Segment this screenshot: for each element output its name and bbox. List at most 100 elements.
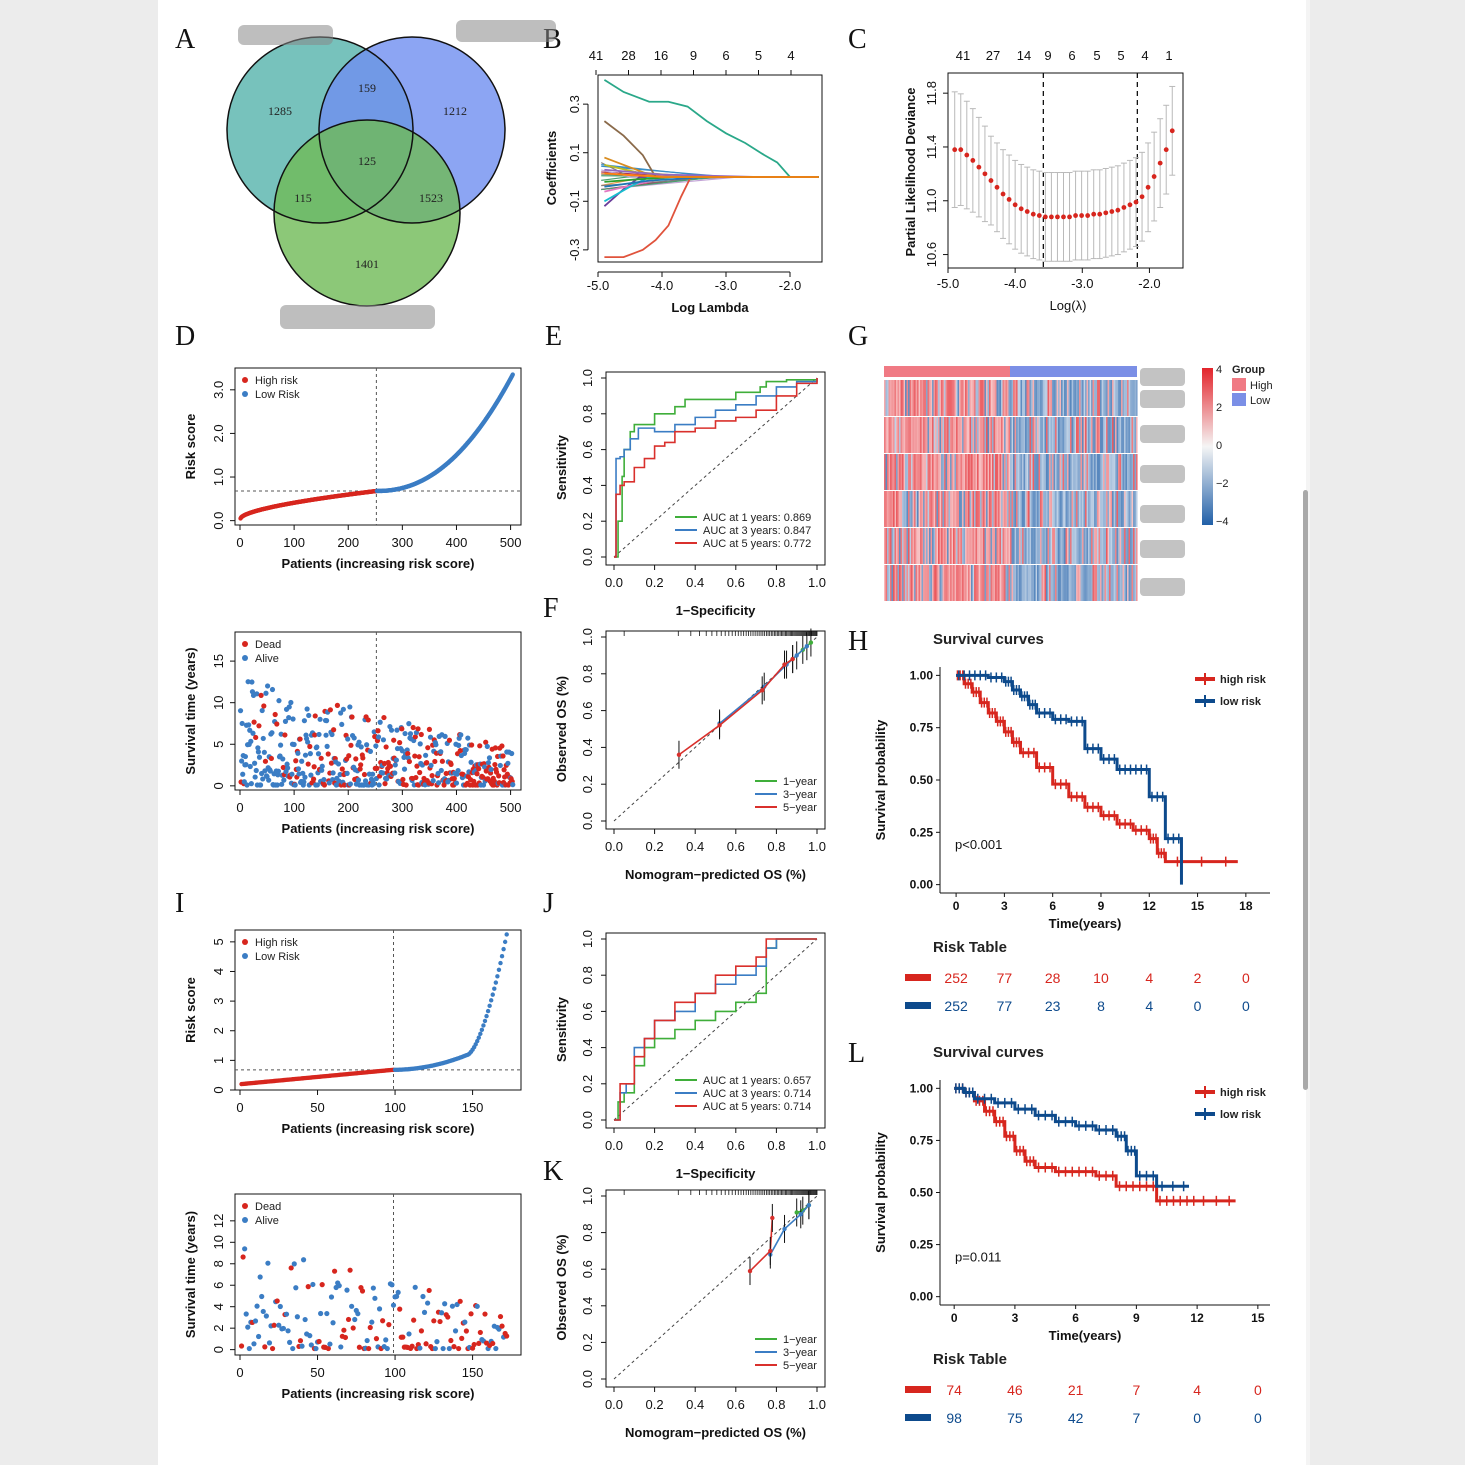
heatmap-cell-column [951,380,954,416]
heatmap-cell-column [1005,565,1008,601]
heatmap-cell-column [1100,565,1102,601]
heatmap-cell-column [1130,565,1132,601]
legend-swatch [242,939,248,945]
heatmap-cell-column [920,417,922,453]
y-tick-label: 0.2 [580,1333,595,1351]
x-axis-title: 1−Specificity [676,1166,757,1181]
heatmap-cell-column [1094,454,1096,490]
heatmap-cell-column [914,565,916,601]
heatmap-cell-column [939,454,942,490]
heatmap-cell-column [1077,454,1080,490]
legend-label: 3−year [783,789,817,801]
cv-point [964,152,970,158]
venn-diagram: 1285 1212 1401 159 115 1523 125 [226,36,506,307]
heatmap-cell-column [896,380,898,416]
heatmap-cell-column [1079,528,1081,564]
heatmap-cell-column [1001,380,1003,416]
x-tick-label: 12 [1190,1311,1204,1325]
patient-point [342,1334,349,1341]
patient-point [324,1310,330,1317]
patient-point [307,743,313,750]
heatmap-cell-column [1017,454,1020,490]
patient-point [454,1301,460,1308]
patient-point [403,782,409,788]
patient-point [318,755,324,761]
heatmap-cell-column [950,417,952,453]
heatmap-cell-column [1059,380,1062,416]
heatmap-cell-column [945,380,948,416]
patient-point [280,764,286,771]
heatmap-cell-column [953,565,955,601]
heatmap-cell-column [1065,454,1068,490]
heatmap-cell-column [930,380,933,416]
risk-table-swatch [905,974,931,981]
heatmap-cell-column [993,380,996,416]
patient-point [389,1282,395,1288]
heatmap-cell-column [906,491,909,527]
risk-table-value: 252 [944,998,968,1014]
heatmap-cell-column [888,565,891,601]
plot-frame [605,371,826,566]
heatmap-cell-column [986,380,988,416]
patient-point [394,1293,400,1300]
heatmap-cell-column [956,491,958,527]
x-tick-label: 0.8 [767,1138,785,1153]
patient-point [356,739,362,745]
heatmap-cell-column [891,528,894,564]
x-tick-label: 1.0 [808,575,826,590]
group-bar-high [884,366,1010,377]
heatmap-cell-column [1100,491,1102,527]
heatmap-cell-column [884,565,886,601]
heatmap-cell-column [1044,454,1047,490]
patient-point [312,732,318,738]
heatmap-cell-column [906,528,909,564]
heatmap-cell-column [1110,491,1113,527]
heatmap-cell-column [944,528,946,564]
heatmap-cell-column [1119,528,1122,564]
heatmap-cell-column [1106,491,1108,527]
heatmap-cell-column [1062,380,1065,416]
legend-label: high risk [1220,1087,1267,1099]
heatmap-cell-column [950,454,952,490]
heatmap-cell-column [984,454,987,490]
patient-point [239,758,245,764]
x-axis-title: Log(λ) [1050,298,1087,313]
heatmap-cell-column [899,454,901,490]
heatmap-cell-column [974,528,976,564]
heatmap-cell-column [983,380,985,416]
heatmap-cell-column [936,491,939,527]
patient-point [290,1345,296,1352]
legend-label: AUC at 5 years: 0.714 [703,1101,811,1113]
heatmap-cell-column [945,417,948,453]
patient-point [415,726,421,732]
heatmap-cell-column [915,454,918,490]
heatmap-cell-column [1008,528,1011,564]
heatmap-cell-column [1022,491,1024,527]
heatmap-cell-column [998,417,1000,453]
heatmap-cell-column [915,565,918,601]
heatmap-cell-column [1049,491,1051,527]
heatmap-cell-column [1086,454,1089,490]
patient-point [474,1303,480,1309]
heatmap-cell-column [1007,491,1009,527]
patient-point [308,772,314,778]
scrollbar-thumb[interactable] [1303,490,1308,1090]
heatmap-cell-column [899,417,901,453]
heatmap-cell-column [915,491,918,527]
heatmap-cell-column [932,565,934,601]
heatmap-cell-column [1011,528,1014,564]
top-tick-label: 6 [722,48,729,63]
redacted-gene-label [1140,368,1185,386]
scrollbar-track[interactable] [1306,0,1310,1465]
patient-point [323,732,329,738]
heatmap-cell-column [1079,491,1081,527]
legend-label: AUC at 5 years: 0.772 [703,538,811,550]
heatmap-cell-column [1053,528,1056,564]
x-axis-title: Patients (increasing risk score) [282,821,475,836]
redacted-gene-label [1140,505,1185,523]
x-tick-label: 3 [1012,1311,1019,1325]
heatmap-cell-column [1010,565,1012,601]
x-tick-label: 150 [462,1365,484,1380]
heatmap-cell-column [950,528,952,564]
